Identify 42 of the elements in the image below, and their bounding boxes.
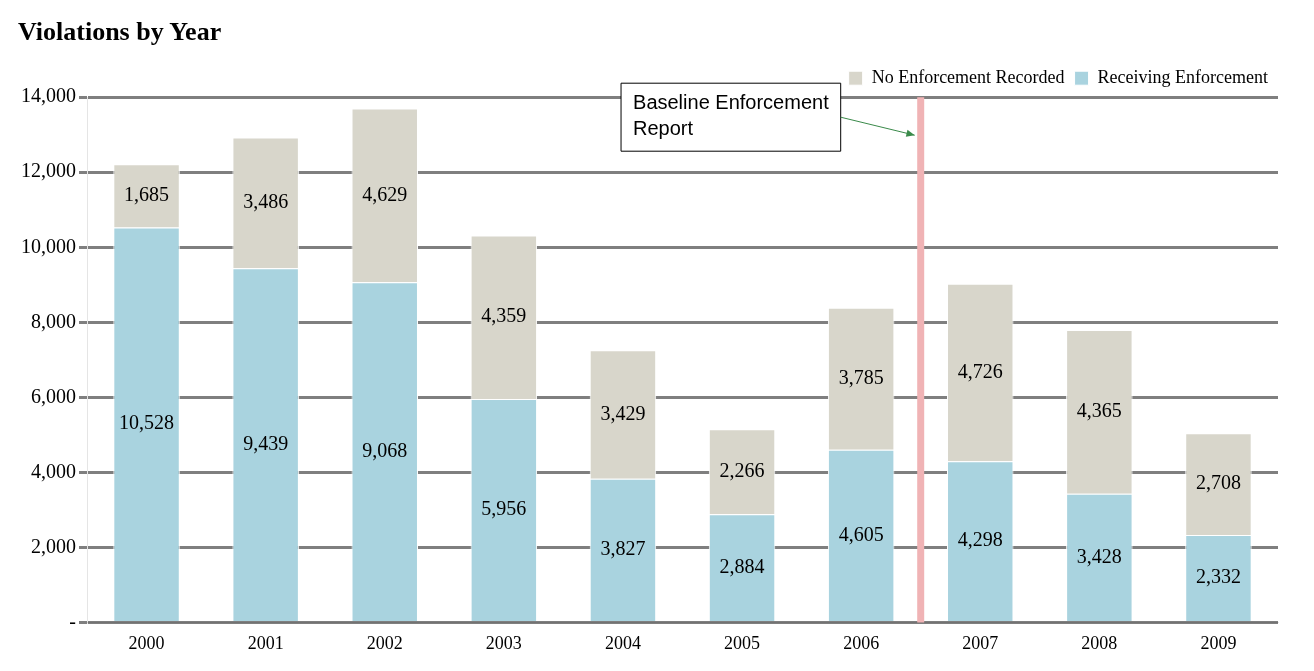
data-label: 9,439 <box>243 431 289 454</box>
data-label: 4,629 <box>362 182 408 205</box>
y-tick-label: - <box>69 609 76 632</box>
data-label: 3,785 <box>838 365 884 388</box>
legend-label: Receiving Enforcement <box>1097 66 1269 87</box>
x-tick-label: 2005 <box>724 632 761 653</box>
data-label: 2,332 <box>1195 565 1241 588</box>
data-label: 5,956 <box>481 497 527 520</box>
x-tick-label: 2006 <box>843 632 880 653</box>
x-tick-label: 2003 <box>485 632 522 653</box>
data-label: 4,605 <box>838 522 884 545</box>
x-tick-label: 2001 <box>247 632 284 653</box>
data-label: 4,359 <box>481 304 527 327</box>
data-label: 2,708 <box>1195 471 1241 494</box>
data-label: 4,365 <box>1076 399 1122 422</box>
y-tick-label: 14,000 <box>21 84 76 107</box>
x-tick-label: 2009 <box>1200 632 1237 653</box>
y-tick-label: 2,000 <box>31 534 76 557</box>
data-label: 4,298 <box>957 528 1003 551</box>
data-label: 10,528 <box>119 411 175 434</box>
data-label: 3,429 <box>600 401 646 424</box>
chart-title: Violations by Year <box>18 17 222 47</box>
x-tick-label: 2004 <box>604 632 641 653</box>
data-label: 2,266 <box>719 458 765 481</box>
x-tick-label: 2007 <box>962 632 999 653</box>
data-label: 2,884 <box>719 554 765 577</box>
x-tick-label: 2000 <box>128 632 165 653</box>
y-tick-label: 12,000 <box>21 159 76 182</box>
x-tick-label: 2008 <box>1081 632 1118 653</box>
y-tick-label: 4,000 <box>31 459 76 482</box>
data-label: 9,068 <box>362 438 408 461</box>
x-tick-label: 2002 <box>366 632 403 653</box>
data-label: 3,486 <box>243 190 289 213</box>
ref-line-label: Baseline Enforcement Report <box>633 90 830 139</box>
y-tick-label: 10,000 <box>21 234 76 257</box>
y-tick-label: 6,000 <box>31 384 76 407</box>
y-tick-label: 8,000 <box>31 309 76 332</box>
data-label: 4,726 <box>957 359 1003 382</box>
data-label: 1,685 <box>124 183 170 206</box>
data-label: 3,827 <box>600 537 646 560</box>
data-label: 3,428 <box>1076 544 1122 567</box>
legend-label: No Enforcement Recorded <box>871 66 1065 87</box>
